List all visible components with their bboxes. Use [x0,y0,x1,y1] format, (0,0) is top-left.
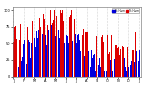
Bar [51,25,52,77]
Bar [29,42,30,77]
Bar [14,27,15,77]
Bar [115,45,116,77]
Bar [138,61,139,77]
Bar [69,17,70,77]
Bar [64,43,65,77]
Bar [26,64,27,77]
Bar [110,60,111,77]
Bar [72,41,73,77]
Bar [86,32,87,77]
Bar [50,10,51,77]
Bar [88,51,89,77]
Bar [58,30,59,77]
Bar [80,51,81,77]
Bar [100,67,101,77]
Bar [104,71,105,77]
Bar [85,32,86,77]
Bar [133,50,134,77]
Bar [22,56,23,77]
Bar [116,45,117,77]
Bar [91,50,92,77]
Bar [61,13,62,77]
Bar [62,10,63,77]
Bar [124,58,125,77]
Bar [125,67,126,77]
Bar [48,30,49,77]
Bar [106,71,107,77]
Bar [130,65,131,77]
Bar [107,35,108,77]
Bar [92,58,93,77]
Bar [83,29,84,77]
Bar [126,71,127,77]
Bar [42,34,43,77]
Bar [75,34,76,77]
Bar [43,14,44,77]
Bar [20,23,21,77]
Bar [112,71,113,77]
Bar [68,43,69,77]
Bar [132,50,133,77]
Bar [102,35,103,77]
Bar [53,20,54,77]
Bar [18,68,19,77]
Bar [16,39,17,77]
Bar [59,38,60,77]
Bar [21,61,22,77]
Bar [36,31,37,77]
Bar [56,16,57,77]
Bar [82,35,83,77]
Bar [93,55,94,77]
Bar [34,38,35,77]
Bar [131,61,132,77]
Bar [108,54,109,77]
Bar [134,62,135,77]
Bar [74,19,75,77]
Bar [76,43,77,77]
Bar [96,36,97,77]
Bar [37,38,38,77]
Bar [117,48,118,77]
Bar [24,40,25,77]
Bar [94,54,95,77]
Bar [13,42,14,77]
Bar [46,45,47,77]
Bar [122,46,123,77]
Bar [77,35,78,77]
Bar [66,35,67,77]
Bar [90,67,91,77]
Bar [99,58,100,77]
Bar [109,52,110,77]
Bar [70,15,71,77]
Bar [45,35,46,77]
Bar [40,27,41,77]
Bar [32,21,33,77]
Bar [114,59,115,77]
Bar [19,40,20,77]
Bar [52,23,53,77]
Bar [84,56,85,77]
Bar [123,47,124,77]
Bar [67,36,68,77]
Legend: % Hum, % Hum: % Hum, % Hum [112,8,139,13]
Bar [60,10,61,77]
Bar [120,49,121,77]
Bar [27,27,28,77]
Bar [44,19,45,77]
Bar [128,67,129,77]
Bar [54,10,55,77]
Bar [28,40,29,77]
Bar [136,51,137,77]
Bar [139,50,140,77]
Bar [98,65,99,77]
Bar [101,37,102,77]
Bar [78,34,79,77]
Bar [38,30,39,77]
Bar [35,47,36,77]
Bar [118,47,119,77]
Bar [30,58,31,77]
